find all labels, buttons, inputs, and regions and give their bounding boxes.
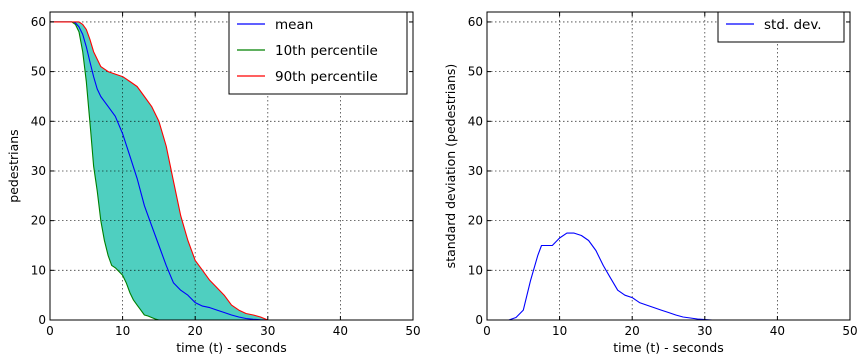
y-axis-label: pedestrians xyxy=(6,129,21,202)
legend-label-90th-percentile: 90th percentile xyxy=(275,69,378,85)
x-tick-label: 40 xyxy=(333,324,348,338)
y-tick-label: 0 xyxy=(475,313,483,327)
x-tick-label: 50 xyxy=(405,324,420,338)
legend-label-std-dev: std. dev. xyxy=(764,17,822,33)
legend-box xyxy=(228,11,408,95)
y-tick-label: 20 xyxy=(31,214,46,228)
y-axis-label: standard deviation (pedestrians) xyxy=(443,64,458,269)
axes-frame xyxy=(486,11,851,321)
y-tick-label: 10 xyxy=(31,263,46,277)
y-tick-label: 60 xyxy=(468,15,483,29)
chart-pedestrians: 0 10 20 30 40 50 0 10 20 30 40 50 60 time (t) - secon… xyxy=(6,11,421,355)
y-tick-label: 30 xyxy=(468,164,483,178)
y-tick-label: 0 xyxy=(38,313,46,327)
legend-label-10th-percentile: 10th percentile xyxy=(275,43,378,59)
series-line-mean xyxy=(50,21,413,321)
fill-between-area xyxy=(50,21,413,321)
y-tick-label: 10 xyxy=(468,263,483,277)
x-tick-label: 30 xyxy=(260,324,275,338)
x-tick-label: 0 xyxy=(483,324,491,338)
series-line-10th-percentile xyxy=(50,21,413,321)
y-tick-label: 40 xyxy=(31,114,46,128)
y-tick-label: 50 xyxy=(31,65,46,79)
x-tick-label: 40 xyxy=(770,324,785,338)
legend-box xyxy=(717,11,845,43)
x-tick-label: 30 xyxy=(697,324,712,338)
x-tick-label: 20 xyxy=(188,324,203,338)
x-tick-label: 50 xyxy=(842,324,857,338)
x-tick-label: 20 xyxy=(625,324,640,338)
legend: std. dev. xyxy=(717,11,845,43)
y-tick-label: 30 xyxy=(31,164,46,178)
y-tick-label: 40 xyxy=(468,114,483,128)
legend-label-mean: mean xyxy=(275,17,313,33)
series-line-90th-percentile xyxy=(50,21,413,321)
x-tick-label: 10 xyxy=(115,324,130,338)
chart-std-dev: 0 10 20 30 40 50 0 10 20 30 40 50 60 time (t) - secon… xyxy=(443,11,858,355)
x-axis-label: time (t) - seconds xyxy=(176,340,286,355)
x-axis-label: time (t) - seconds xyxy=(613,340,723,355)
x-tick-label: 0 xyxy=(46,324,54,338)
series-line-std-dev xyxy=(487,232,850,321)
x-tick-label: 10 xyxy=(552,324,567,338)
legend: mean 10th percentile 90th percentile xyxy=(228,11,408,95)
y-tick-label: 20 xyxy=(468,214,483,228)
y-tick-label: 50 xyxy=(468,65,483,79)
y-tick-label: 60 xyxy=(31,15,46,29)
